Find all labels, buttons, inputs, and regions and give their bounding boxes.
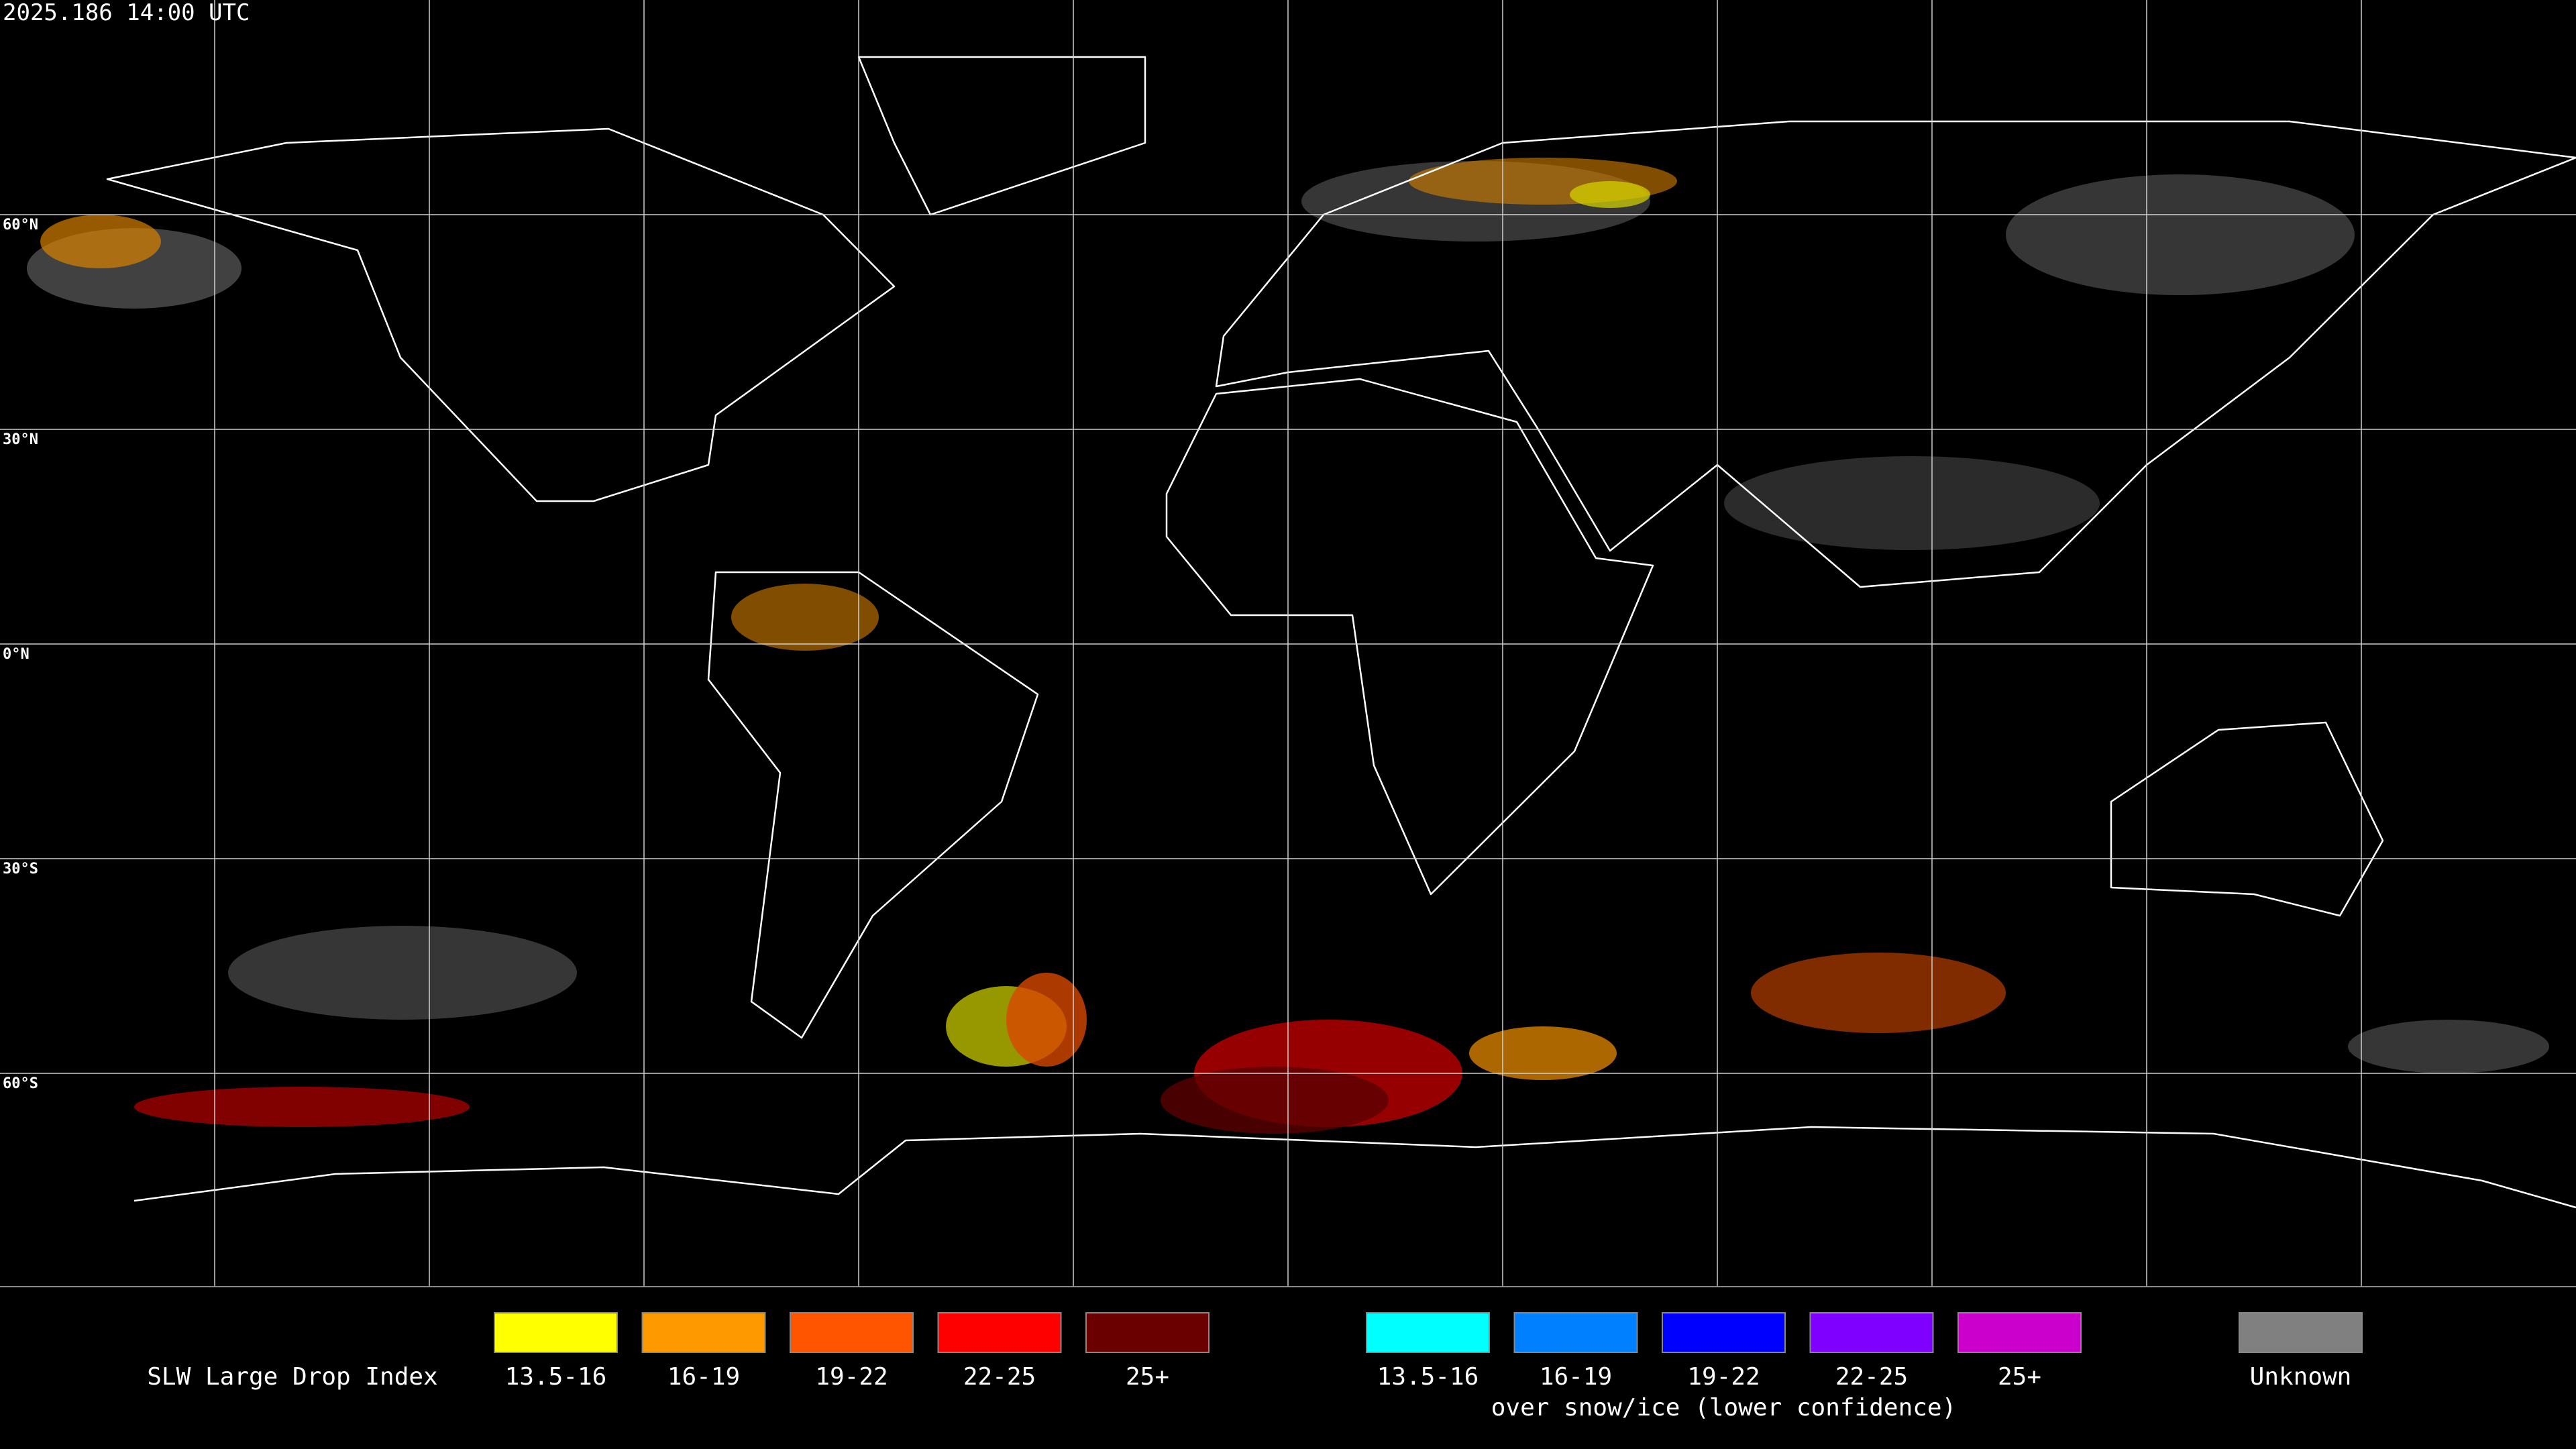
legend-label: 16-19 bbox=[1540, 1363, 1612, 1391]
latitude-label: 60°N bbox=[3, 217, 38, 233]
legend-caption: over snow/ice (lower confidence) bbox=[1491, 1394, 1957, 1421]
legend-label: 22-25 bbox=[963, 1363, 1036, 1391]
legend-label: 13.5-16 bbox=[505, 1363, 607, 1391]
legend-swatch bbox=[2239, 1312, 2363, 1353]
timestamp: 2025.186 14:00 UTC bbox=[3, 0, 250, 26]
coastlines bbox=[106, 56, 2576, 1209]
legend-label: Unknown bbox=[2250, 1363, 2352, 1391]
legend-swatch bbox=[1809, 1312, 1934, 1353]
legend-label: 16-19 bbox=[667, 1363, 740, 1391]
legend-swatch bbox=[1366, 1312, 1490, 1353]
cloud-patches bbox=[27, 158, 2549, 1134]
graticule: 60°N 30°N 0°N 30°S 60°S bbox=[0, 0, 2576, 1287]
legend-swatch bbox=[1957, 1312, 2082, 1353]
latitude-label: 0°N bbox=[3, 646, 30, 663]
map: 60°N 30°N 0°N 30°S 60°S bbox=[0, 0, 2576, 1287]
latitude-label: 30°N bbox=[3, 431, 38, 448]
legend-label: 13.5-16 bbox=[1377, 1363, 1479, 1391]
legend-swatch bbox=[1513, 1312, 1638, 1353]
legend-swatch bbox=[1085, 1312, 1210, 1353]
legend-swatch bbox=[641, 1312, 766, 1353]
legend-swatch bbox=[494, 1312, 618, 1353]
legend-swatch bbox=[790, 1312, 914, 1353]
latitude-label: 60°S bbox=[3, 1075, 38, 1092]
legend-swatch bbox=[937, 1312, 1062, 1353]
legend-title: SLW Large Drop Index bbox=[147, 1363, 437, 1391]
latitude-label: 30°S bbox=[3, 861, 38, 877]
legend-label: 25+ bbox=[1126, 1363, 1169, 1391]
legend-label: 22-25 bbox=[1835, 1363, 1908, 1391]
legend-label: 25+ bbox=[1998, 1363, 2041, 1391]
legend-swatch bbox=[1662, 1312, 1786, 1353]
legend: SLW Large Drop Index 13.5-16 16-19 19-22 22… bbox=[147, 1312, 2363, 1421]
legend-label: 19-22 bbox=[815, 1363, 888, 1391]
legend-label: 19-22 bbox=[1687, 1363, 1760, 1391]
